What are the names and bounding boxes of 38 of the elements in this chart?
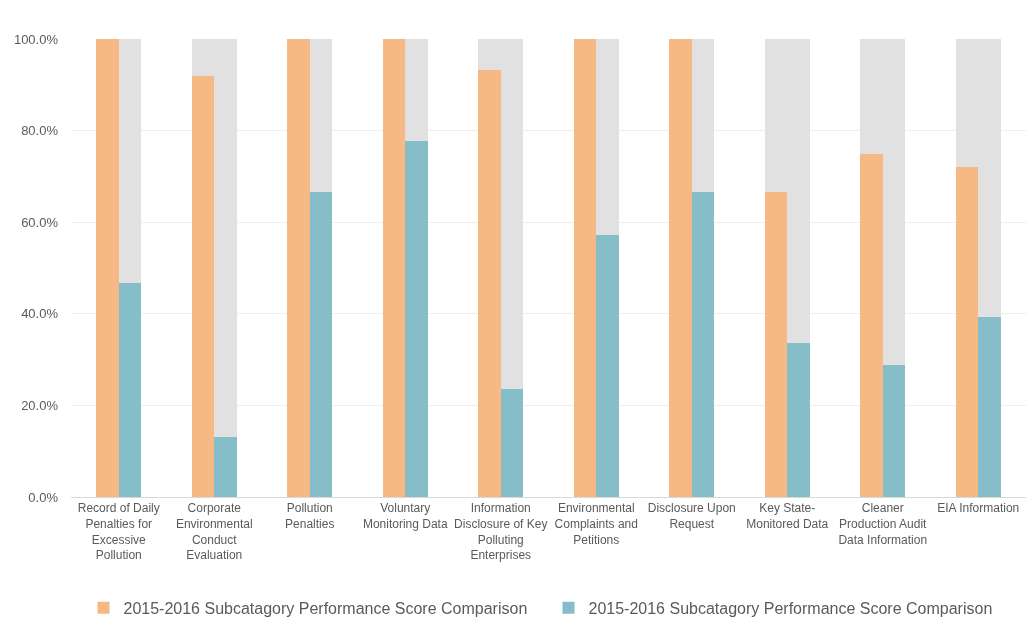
x-tick-label: Corporate Environmental Conduct Evaluation (175, 501, 253, 563)
bar (501, 389, 523, 497)
y-tick-label: 0.0% (28, 489, 59, 505)
x-tick-label: Cleaner Production Audit Data Information (838, 501, 928, 547)
bar (596, 235, 619, 497)
bar (96, 39, 119, 497)
x-tick-label: Environmental Complaints and Petitions (554, 501, 638, 547)
x-tick-label: EIA Information (937, 501, 1020, 516)
bar (669, 39, 692, 497)
bar (192, 76, 214, 497)
y-tick-label: 20.0% (21, 397, 59, 413)
y-tick-label: 80.0% (21, 123, 59, 139)
bar (860, 154, 883, 497)
y-tick-label: 100.0% (13, 31, 59, 47)
legend-label: 2015-2016 Subcatagory Performance Score Comparison (123, 599, 528, 617)
x-tick-label: Information Disclosure of Key Polluting Enterprises (454, 501, 548, 563)
y-tick-label: 40.0% (21, 306, 59, 322)
x-tick-label: Disclosure Upon Request (647, 501, 736, 531)
bar (310, 192, 332, 497)
bar (574, 39, 596, 497)
bar (787, 343, 810, 497)
bar (883, 365, 905, 497)
bar (214, 437, 237, 497)
bar (119, 283, 141, 497)
bar (478, 70, 501, 497)
bar (383, 39, 405, 497)
bar (978, 317, 1001, 497)
bar (956, 167, 978, 497)
x-tick-label: Record of Daily Penalties for Excessive Pollution (77, 501, 160, 563)
bar (692, 192, 714, 497)
x-tick-label: Pollution Penalties (285, 501, 335, 531)
y-tick-label: 60.0% (21, 214, 59, 230)
bar (765, 192, 787, 497)
legend-label: 2015-2016 Subcatagory Performance Score Comparison (588, 599, 993, 617)
x-tick-label: Key State-Monitored Data (746, 501, 829, 531)
bar (287, 39, 310, 497)
x-tick-label: Voluntary Monitoring Data (362, 501, 448, 531)
bar (405, 141, 428, 497)
